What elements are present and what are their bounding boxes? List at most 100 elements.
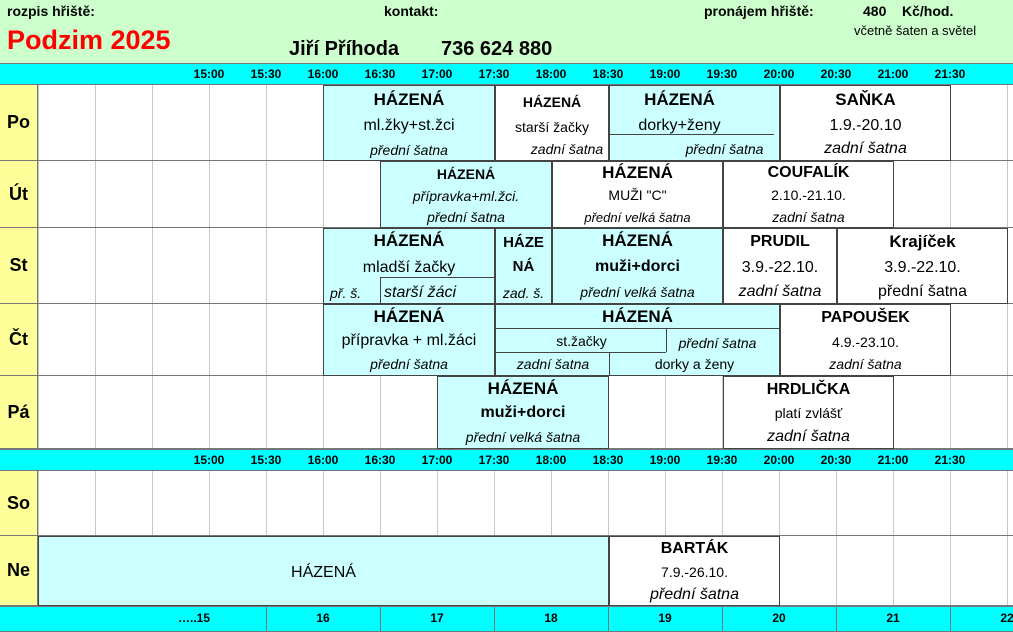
cell-border [495, 328, 780, 329]
booking-title: HÁZENÁ [522, 94, 582, 110]
booking-room: zadní šatna [824, 140, 907, 157]
price-note: včetně šaten a světel [854, 23, 977, 38]
time-label: 15:00 [193, 67, 225, 81]
booking-room: zadní šatna [530, 141, 604, 157]
booking-title: HÁZENÁ [602, 163, 673, 182]
booking-room: přední šatna [685, 141, 764, 157]
footer-divider [380, 607, 381, 632]
booking-dates: 7.9.-26.10. [661, 564, 728, 580]
booking-po-sanka[interactable]: SAŇKA 1.9.-20.10 zadní šatna [780, 85, 951, 161]
booking-room: přední šatna [650, 586, 739, 603]
booking-dates: 3.9.-22.10. [884, 259, 961, 276]
booking-title-2: NÁ [512, 258, 535, 275]
booking-dates: 3.9.-22.10. [741, 259, 819, 276]
footer-divider [950, 607, 951, 632]
booking-ne-bartak[interactable]: BARTÁK 7.9.-26.10. přední šatna [609, 536, 780, 606]
booking-st-hazena-1[interactable]: HÁZENÁ mladší žačky př. š. starší žáci [323, 228, 495, 304]
footer-hour-label: 22 [1000, 611, 1013, 625]
time-label: 20:30 [820, 453, 852, 467]
booking-po-hazena-3[interactable]: HÁZENÁ dorky+ženy přední šatna [609, 85, 780, 161]
booking-room: zadní šatna [829, 356, 902, 372]
time-label: 21:30 [934, 453, 966, 467]
day-label-ct: Čt [0, 304, 38, 376]
booking-st-prudil[interactable]: PRUDIL 3.9.-22.10. zadní šatna [723, 228, 837, 304]
booking-title: HRDLIČKA [766, 381, 851, 398]
booking-room: přední šatna [878, 283, 967, 300]
footer-hour-label: …..15 [177, 611, 210, 625]
time-label: 16:30 [364, 453, 396, 467]
booking-ut-coufalik[interactable]: COUFALÍK 2.10.-21.10. zadní šatna [723, 161, 894, 228]
booking-title: Krajíček [889, 232, 956, 251]
booking-st-krajicek[interactable]: Krajíček 3.9.-22.10. přední šatna [837, 228, 1008, 304]
booking-ut-hazena-1[interactable]: HÁZENÁ přípravka+ml.žci. přední šatna [380, 161, 552, 228]
booking-room: př. š. [330, 285, 362, 301]
time-label: 18:00 [535, 453, 567, 467]
day-label-st: St [0, 228, 38, 304]
time-label: 19:30 [706, 453, 738, 467]
time-label: 21:00 [877, 453, 909, 467]
booking-room: zad. š. [502, 285, 545, 301]
booking-title: HÁZENÁ [373, 90, 445, 109]
footer-hour-label: 17 [430, 611, 444, 625]
booking-room: přední velká šatna [465, 429, 581, 445]
booking-po-hazena-2[interactable]: HÁZENÁ starší žačky zadní šatna [495, 85, 609, 161]
time-header-row: 15:00 15:30 16:00 16:30 17:00 17:30 18:00 18:30… [0, 63, 1013, 85]
booking-room: přední velká šatna [584, 210, 691, 225]
booking-title: PRUDIL [750, 233, 810, 250]
booking-ct-hazena-1[interactable]: HÁZENÁ přípravka + ml.žáci přední šatna [323, 304, 495, 376]
time-label: 15:00 [193, 453, 225, 467]
time-label: 19:00 [649, 453, 681, 467]
time-label: 17:00 [421, 453, 453, 467]
booking-room: zadní šatna [516, 356, 590, 372]
time-label: 16:30 [364, 67, 396, 81]
kontakt-label: kontakt: [384, 3, 439, 19]
booking-dates: 2.10.-21.10. [771, 187, 846, 203]
footer-hour-row: …..15 16 17 18 19 20 21 22 [0, 606, 1013, 632]
footer-divider [608, 607, 609, 632]
time-label: 15:30 [250, 67, 282, 81]
booking-group: ml.žky+st.žci [363, 117, 455, 134]
booking-ct-hazena-2[interactable]: HÁZENÁ st.žačky zadní šatna přední šatna… [495, 304, 780, 376]
booking-title: HÁZENÁ [602, 231, 673, 250]
booking-room: přední velká šatna [580, 284, 695, 300]
day-label-ut: Út [0, 161, 38, 228]
booking-group: přípravka + ml.žáci [341, 332, 477, 349]
footer-divider [836, 607, 837, 632]
footer-hour-label: 18 [544, 611, 558, 625]
time-header-row-weekend: 15:00 15:30 16:00 16:30 17:00 17:30 18:00 18:30… [0, 449, 1013, 471]
booking-ct-papousek[interactable]: PAPOUŠEK 4.9.-23.10. zadní šatna [780, 304, 951, 376]
booking-title: HÁZE [503, 234, 544, 251]
booking-ne-hazena[interactable]: HÁZENÁ [38, 536, 609, 606]
booking-group: mladší žačky [362, 259, 456, 276]
day-label-ne: Ne [0, 536, 38, 606]
time-label: 16:00 [307, 453, 339, 467]
price-value: 480 [863, 3, 887, 19]
booking-ut-muzi-c[interactable]: HÁZENÁ MUŽI "C" přední velká šatna [552, 161, 723, 228]
time-label: 21:00 [877, 67, 909, 81]
time-label: 15:30 [250, 453, 282, 467]
cell-border [609, 134, 774, 135]
cell-border [380, 277, 495, 278]
booking-title: BARTÁK [660, 540, 729, 557]
time-label: 17:30 [478, 453, 510, 467]
booking-dates: 1.9.-20.10 [829, 117, 902, 134]
booking-title: HÁZENÁ [436, 166, 496, 182]
booking-group: muži+dorci [480, 404, 566, 421]
booking-pa-hrdlicka[interactable]: HRDLIČKA platí zvlášť zadní šatna [723, 376, 894, 449]
cell-border [609, 352, 610, 376]
booking-pa-muzi-dorci[interactable]: HÁZENÁ muži+dorci přední velká šatna [437, 376, 609, 449]
row-grid-so [38, 471, 1013, 536]
time-label: 18:00 [535, 67, 567, 81]
booking-po-hazena-1[interactable]: HÁZENÁ ml.žky+st.žci přední šatna [323, 85, 495, 161]
booking-title: COUFALÍK [767, 164, 850, 181]
booking-title: HÁZENÁ [291, 564, 356, 581]
booking-room-2: přední šatna [678, 335, 757, 351]
time-label: 21:30 [934, 67, 966, 81]
booking-st-hazena-2[interactable]: HÁZE NÁ zad. š. [495, 228, 552, 304]
booking-room: zadní šatna [738, 283, 822, 300]
cell-border [495, 352, 666, 353]
booking-title: HÁZENÁ [644, 90, 715, 109]
time-label: 20:00 [763, 453, 795, 467]
booking-st-muzi-dorci[interactable]: HÁZENÁ muži+dorci přední velká šatna [552, 228, 723, 304]
booking-group: MUŽI "C" [608, 187, 667, 203]
